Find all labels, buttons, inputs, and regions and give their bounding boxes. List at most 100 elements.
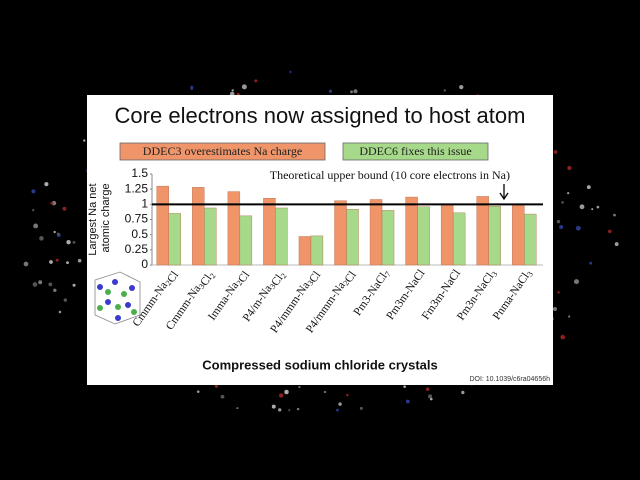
annotation-arrow-head bbox=[499, 192, 509, 201]
bar bbox=[346, 208, 359, 266]
background-dot bbox=[236, 407, 239, 410]
background-dot bbox=[72, 283, 76, 287]
background-dot bbox=[62, 206, 67, 211]
background-dot bbox=[359, 406, 363, 410]
background-dot bbox=[560, 334, 566, 340]
background-dot bbox=[461, 390, 465, 395]
x-axis-title: Compressed sodium chloride crystals bbox=[202, 357, 438, 372]
background-dot bbox=[614, 242, 619, 246]
background-dot bbox=[443, 89, 447, 92]
background-dot bbox=[32, 282, 38, 287]
background-dot bbox=[289, 70, 292, 74]
bar bbox=[334, 200, 347, 266]
background-dot bbox=[38, 280, 43, 285]
background-dot bbox=[53, 230, 56, 234]
background-dot bbox=[278, 393, 284, 398]
legend-box bbox=[119, 142, 326, 161]
background-dot bbox=[323, 390, 327, 394]
y-tick-label: 0.5 bbox=[131, 227, 148, 241]
background-dot bbox=[66, 240, 71, 245]
background-dot bbox=[241, 84, 247, 90]
background-dot bbox=[553, 150, 558, 154]
background-dot bbox=[403, 385, 406, 389]
background-dot bbox=[83, 139, 86, 142]
background-dot bbox=[44, 182, 49, 187]
bar bbox=[440, 204, 454, 266]
bar bbox=[381, 210, 395, 266]
legend-label: DDEC3 overestimates Na charge bbox=[143, 144, 302, 158]
legend-label: DDEC6 fixes this issue bbox=[359, 144, 471, 158]
background-dot bbox=[284, 389, 289, 395]
background-dot bbox=[567, 165, 572, 171]
background-dot bbox=[23, 261, 29, 267]
background-dot bbox=[33, 223, 39, 229]
background-dot bbox=[31, 189, 36, 194]
background-dot bbox=[575, 225, 581, 231]
y-tick-label: 0 bbox=[141, 257, 148, 271]
background-dot bbox=[552, 307, 557, 312]
bar bbox=[263, 198, 276, 266]
background-dot bbox=[231, 89, 234, 92]
background-dot bbox=[591, 208, 594, 211]
bar bbox=[417, 206, 430, 266]
bar bbox=[452, 212, 466, 266]
bar bbox=[204, 207, 217, 266]
background-dot bbox=[561, 201, 564, 204]
background-dot bbox=[288, 409, 291, 412]
background-dot bbox=[271, 404, 276, 409]
background-dot bbox=[427, 394, 433, 399]
background-dot bbox=[220, 394, 225, 399]
y-tick-label: 1.5 bbox=[131, 166, 148, 180]
background-dot bbox=[556, 219, 561, 224]
background-dot bbox=[586, 185, 591, 190]
background-dot bbox=[559, 225, 564, 230]
background-dot bbox=[459, 85, 464, 90]
bar bbox=[369, 199, 383, 266]
bar bbox=[275, 207, 288, 266]
background-dot bbox=[589, 261, 593, 265]
background-dot bbox=[56, 232, 60, 236]
background-dot bbox=[557, 291, 560, 294]
bar bbox=[524, 213, 537, 266]
doi: DOI: 10.1039/c6ra04656h bbox=[469, 376, 550, 383]
background-dot bbox=[72, 241, 76, 244]
y-tick-label: 0.25 bbox=[125, 242, 149, 256]
background-dot bbox=[296, 407, 300, 411]
bar bbox=[298, 236, 312, 266]
background-dot bbox=[568, 315, 571, 318]
annotation: Theoretical upper bound (10 core electro… bbox=[270, 168, 510, 182]
background-dot bbox=[613, 213, 616, 217]
background-dot bbox=[39, 236, 44, 241]
background-dot bbox=[346, 393, 349, 397]
background-dot bbox=[596, 205, 600, 209]
background-dot bbox=[425, 387, 430, 392]
bar bbox=[512, 204, 525, 266]
legend-box bbox=[342, 142, 489, 161]
background-dot bbox=[66, 261, 69, 265]
background-dot bbox=[77, 258, 82, 263]
background-dot bbox=[573, 279, 579, 285]
y-tick-label: 1 bbox=[141, 197, 148, 211]
background-dot bbox=[51, 200, 57, 206]
bar bbox=[192, 187, 205, 266]
bar bbox=[476, 196, 489, 266]
crystal-icon bbox=[94, 271, 141, 325]
background-dot bbox=[278, 408, 282, 412]
background-dot bbox=[214, 384, 219, 388]
bar bbox=[239, 215, 253, 266]
y-tick-label: 0.75 bbox=[125, 212, 149, 226]
background-dot bbox=[353, 89, 358, 94]
background-dot bbox=[328, 89, 333, 93]
background-dot bbox=[190, 85, 194, 89]
y-tick-label: 1.25 bbox=[125, 181, 149, 195]
bar bbox=[488, 205, 501, 266]
background-dot bbox=[49, 260, 53, 264]
bar bbox=[168, 213, 181, 266]
background-dot bbox=[63, 298, 68, 302]
background-dot bbox=[58, 310, 62, 314]
background-dot bbox=[48, 282, 53, 287]
bar bbox=[405, 196, 418, 266]
slide-title: Core electrons now assigned to host atom bbox=[115, 103, 526, 128]
